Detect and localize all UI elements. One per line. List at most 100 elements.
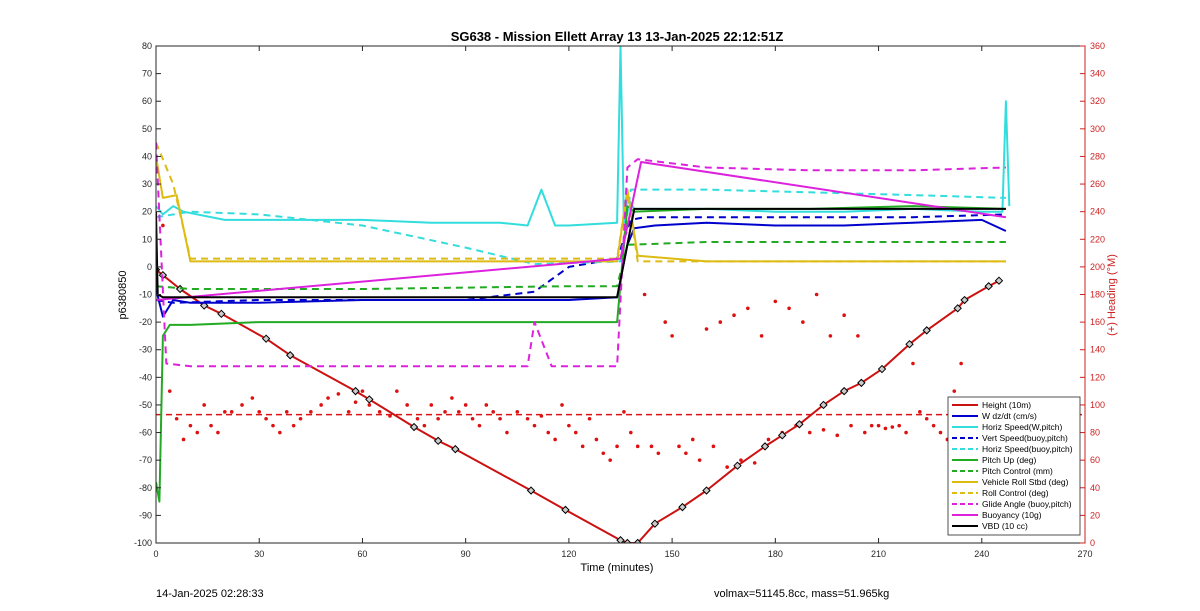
- y2-tick-label: 320: [1090, 96, 1105, 106]
- heading-point: [546, 430, 551, 435]
- height-marker: [857, 378, 866, 388]
- y-tick-label: -90: [139, 510, 152, 520]
- heading-point: [553, 437, 557, 442]
- y-tick-label: 40: [142, 151, 152, 161]
- heading-point: [456, 410, 461, 414]
- heading-point: [560, 403, 564, 407]
- height-marker: [650, 519, 660, 528]
- heading-point: [319, 403, 323, 407]
- legend-label: Vehicle Roll Stbd (deg): [982, 477, 1069, 487]
- heading-point: [635, 444, 640, 449]
- heading-point: [284, 410, 289, 414]
- x-tick-label: 60: [357, 549, 367, 559]
- heading-point: [415, 416, 420, 421]
- y-tick-label: 50: [142, 124, 152, 134]
- y2-tick-label: 0: [1090, 538, 1095, 548]
- heading-point: [746, 306, 750, 311]
- heading-point: [656, 451, 661, 456]
- heading-point: [752, 461, 757, 465]
- x-tick-label: 150: [665, 549, 680, 559]
- heading-point: [711, 444, 716, 449]
- series-line-3: [156, 213, 1006, 304]
- y-tick-label: 0: [147, 262, 152, 272]
- heading-point: [828, 334, 833, 338]
- y-tick-label: -60: [139, 428, 152, 438]
- heading-point: [498, 416, 502, 421]
- heading-point: [931, 423, 936, 428]
- y2-tick-label: 220: [1090, 234, 1105, 244]
- legend-label: W dz/dt (cm/s): [982, 411, 1037, 421]
- height-marker: [953, 304, 962, 313]
- y2-tick-label: 200: [1090, 262, 1105, 272]
- height-marker: [960, 295, 969, 305]
- series-line-6: [156, 241, 1006, 290]
- y2-tick-label: 140: [1090, 345, 1105, 355]
- height-marker: [733, 461, 742, 470]
- heading-point: [732, 313, 736, 318]
- heading-point: [849, 423, 853, 428]
- y-tick-label: -70: [139, 455, 152, 465]
- heading-point: [353, 400, 358, 404]
- heading-point: [405, 403, 409, 407]
- y-tick-label: -10: [139, 290, 152, 300]
- chart-title: SG638 - Mission Ellett Array 13 13-Jan-2…: [451, 29, 784, 44]
- heading-point: [463, 403, 468, 407]
- height-marker: [877, 364, 887, 374]
- height-marker: [778, 431, 787, 440]
- heading-point: [167, 389, 172, 393]
- heading-point: [959, 361, 963, 366]
- heading-point: [594, 437, 599, 442]
- height-marker: [702, 486, 711, 495]
- footer-timestamp: 14-Jan-2025 02:28:33: [156, 588, 264, 600]
- heading-point: [216, 430, 220, 435]
- legend-label: Roll Control (deg): [982, 488, 1049, 498]
- series-line-4: [156, 188, 1006, 266]
- height-marker: [984, 282, 993, 291]
- height-marker: [905, 339, 914, 349]
- y-tick-label: 60: [142, 96, 152, 106]
- y2-tick-label: 180: [1090, 290, 1105, 300]
- heading-point: [367, 403, 372, 407]
- y2-tick-label: 40: [1090, 483, 1100, 493]
- heading-point: [807, 430, 812, 435]
- heading-point: [601, 451, 606, 456]
- x-tick-label: 30: [254, 549, 264, 559]
- heading-point: [904, 430, 908, 435]
- height-marker: [633, 538, 642, 543]
- heading-point: [718, 320, 723, 324]
- heading-point: [801, 320, 805, 324]
- legend-label: Height (10m): [982, 400, 1031, 410]
- y-tick-label: -50: [139, 400, 152, 410]
- y-tick-label: 10: [142, 234, 152, 244]
- heading-point: [773, 299, 778, 304]
- heading-point: [787, 306, 791, 311]
- heading-point: [298, 416, 303, 421]
- heading-point: [484, 403, 489, 407]
- heading-point: [629, 430, 633, 435]
- x-tick-label: 120: [561, 549, 576, 559]
- x-tick-label: 270: [1077, 549, 1092, 559]
- heading-point: [326, 396, 330, 400]
- footer-volmax-mass: volmax=51145.8cc, mass=51.965kg: [714, 588, 890, 600]
- heading-point: [821, 427, 826, 432]
- heading-point: [505, 430, 509, 435]
- height-marker: [819, 400, 828, 410]
- y-tick-label: -100: [134, 538, 152, 548]
- height-marker: [365, 395, 374, 404]
- x-tick-label: 240: [974, 549, 989, 559]
- heading-point: [525, 416, 530, 421]
- heading-point: [443, 410, 447, 414]
- legend-label: Vert Speed(buoy,pitch): [982, 433, 1068, 443]
- heading-point: [690, 437, 695, 442]
- heading-point: [188, 423, 193, 428]
- y2-tick-label: 340: [1090, 69, 1105, 79]
- heading-point: [539, 414, 544, 418]
- heading-point: [181, 437, 186, 442]
- legend-label: Buoyancy (10g): [982, 510, 1042, 520]
- heading-point: [725, 465, 729, 469]
- heading-point: [835, 433, 840, 438]
- heading-point: [766, 437, 771, 442]
- heading-point: [271, 423, 275, 428]
- x-tick-label: 210: [871, 549, 886, 559]
